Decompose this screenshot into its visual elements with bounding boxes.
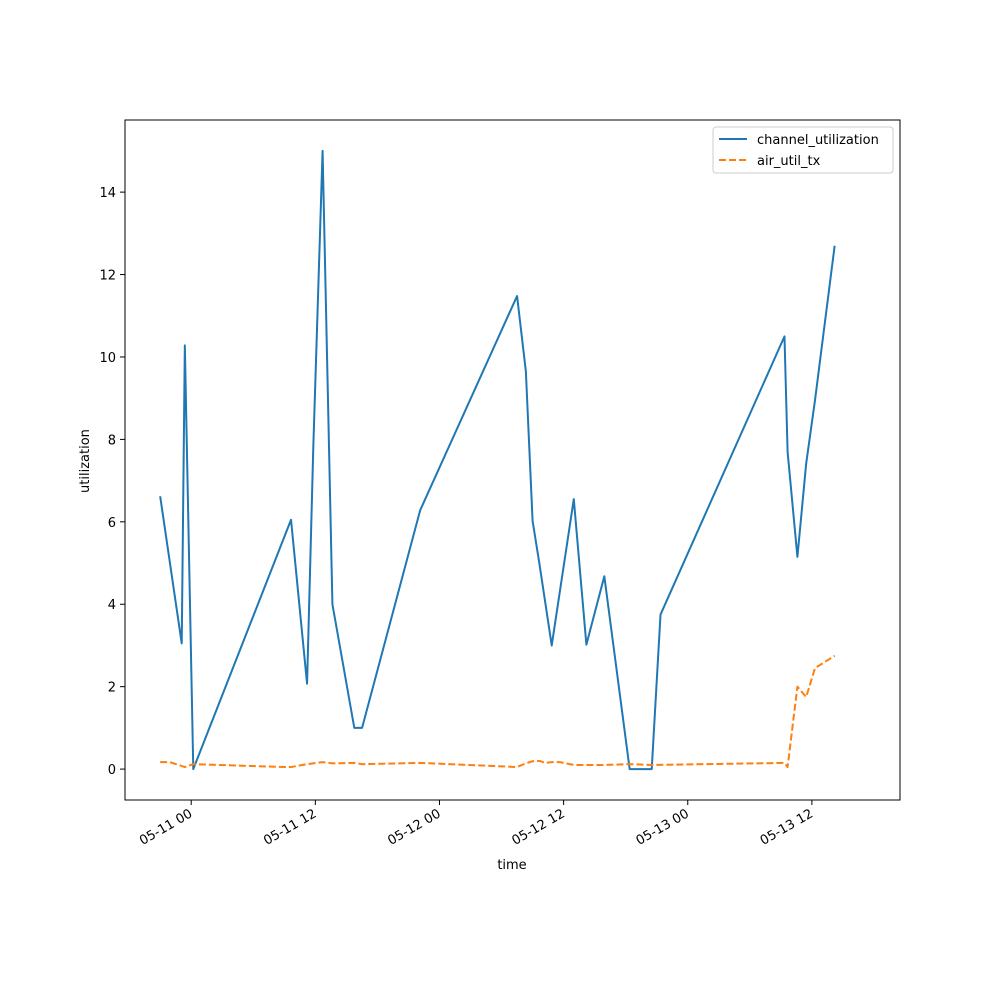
y-tick-label: 0 [108, 763, 116, 778]
plot-frame [124, 119, 901, 801]
legend-label-air-util-tx: air_util_tx [757, 154, 821, 169]
x-axis-label: time [497, 858, 526, 873]
y-tick-label: 2 [108, 681, 116, 696]
y-tick-label: 14 [99, 186, 116, 201]
y-axis-ticks: 0 2 4 6 8 10 12 14 [99, 186, 125, 778]
y-tick-label: 4 [108, 598, 116, 613]
series-layer [159, 149, 836, 771]
legend-label-channel-utilization: channel_utilization [757, 133, 879, 148]
y-tick-label: 10 [99, 351, 116, 366]
series-line-channel-utilization [159, 149, 836, 771]
y-tick-label: 12 [99, 269, 116, 284]
y-tick-label: 6 [108, 516, 116, 531]
legend-box [712, 126, 894, 174]
series-line-air-util-tx [160, 654, 836, 769]
y-axis-label: utilization [78, 429, 93, 493]
y-tick-label: 8 [108, 433, 116, 448]
legend: channel_utilization air_util_tx [712, 126, 894, 174]
